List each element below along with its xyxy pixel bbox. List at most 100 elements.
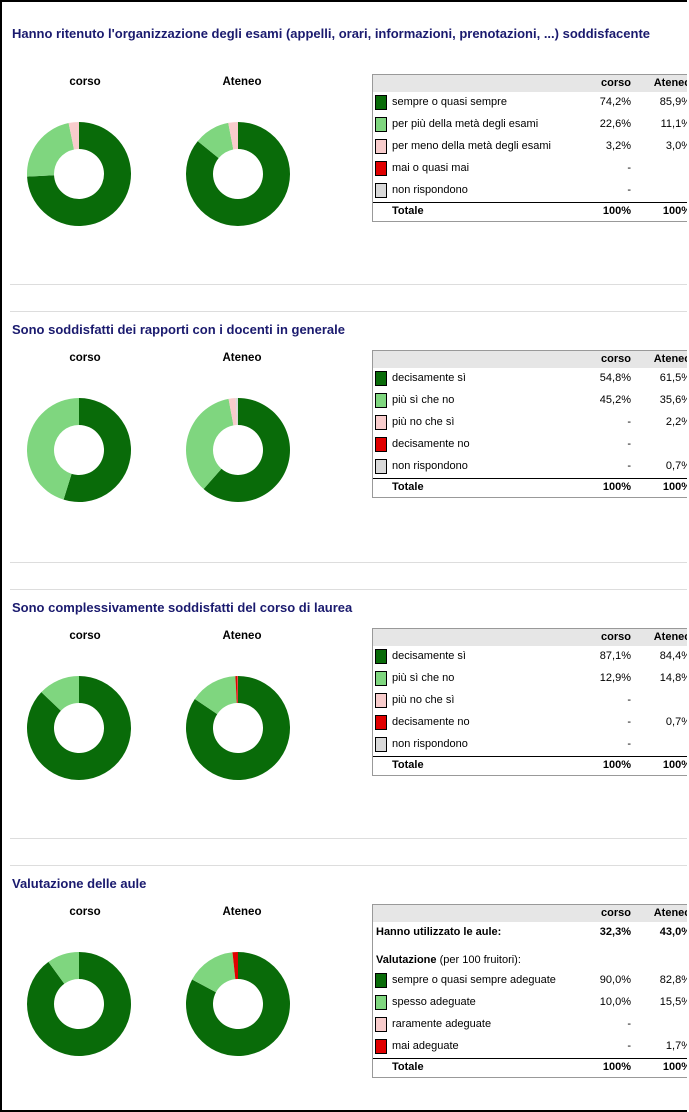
row-label: Totale	[392, 759, 424, 771]
section-title: Sono complessivamente soddisfatti del co…	[12, 600, 353, 615]
cell: 100%	[662, 759, 687, 771]
legend-swatch	[375, 995, 387, 1010]
chart-label: Ateneo	[222, 906, 262, 918]
section-title: Sono soddisfatti dei rapporti con i doce…	[12, 322, 345, 337]
cell: 10,0%	[599, 996, 631, 1008]
section: Hanno ritenuto l'organizzazione degli es…	[2, 24, 687, 294]
donut-segment	[26, 952, 132, 1056]
donut-segment	[68, 122, 79, 150]
cell: -	[627, 460, 631, 472]
cell: -	[627, 1018, 631, 1030]
table-row: decisamente sì 87,1% 84,4%	[373, 646, 687, 668]
row-label: Hanno utilizzato le aule:	[376, 926, 502, 938]
donut-segment	[228, 122, 238, 150]
chart-label: corso	[69, 630, 101, 642]
donut-segment	[186, 398, 234, 490]
row-label: Totale	[392, 205, 424, 217]
legend-swatch	[375, 139, 387, 154]
chart-label: Ateneo	[222, 352, 262, 364]
cell: 100%	[662, 205, 687, 217]
donut-segment	[185, 676, 290, 780]
donut-segment	[186, 122, 290, 226]
section-title: Hanno ritenuto l'organizzazione degli es…	[12, 26, 651, 41]
donut-chart	[27, 122, 132, 226]
legend-swatch	[375, 715, 387, 730]
chart-label: corso	[69, 906, 101, 918]
cell: -	[627, 738, 631, 750]
cell: 61,5%	[659, 372, 687, 384]
section: Sono soddisfatti dei rapporti con i doce…	[2, 320, 687, 590]
table-row: più no che sì--	[373, 690, 687, 712]
cell: 100%	[662, 1061, 687, 1073]
cell: 54,8%	[599, 372, 631, 384]
separator	[10, 838, 687, 866]
table-row: più sì che no 12,9% 14,8%	[373, 668, 687, 690]
table-row: per meno della metà degli esami 3,2% 3,0%	[373, 136, 687, 158]
table-row: spesso adeguate 10,0% 15,5%	[373, 992, 687, 1014]
legend-swatch	[375, 671, 387, 686]
donut-segment	[41, 676, 79, 711]
row-label: raramente adeguate	[392, 1018, 492, 1030]
donut-segment	[27, 676, 131, 780]
table-row: per più della metà degli esami 22,6% 11,1%	[373, 114, 687, 136]
section: Valutazione delle aule corso Ateneo corso At…	[2, 874, 687, 1110]
data-table: corso Ateneo Hanno utilizzato le aule: 32,3…	[372, 904, 687, 1078]
subheading-bold: Valutazione	[376, 954, 437, 966]
row-label: mai adeguate	[392, 1040, 459, 1052]
total-row: Totale 100% 100%	[373, 478, 687, 497]
row-label: spesso adeguate	[392, 996, 476, 1008]
legend-swatch	[375, 973, 387, 988]
table-row: decisamente no - 0,7%	[373, 712, 687, 734]
cell: 84,4%	[659, 650, 687, 662]
subheading-row: Valutazione (per 100 fruitori):	[373, 946, 687, 970]
cell: 87,1%	[599, 650, 631, 662]
cell: 32,3%	[599, 926, 631, 938]
cell: 15,5%	[659, 996, 687, 1008]
table-header: corso Ateneo	[373, 75, 687, 92]
donut-chart	[186, 398, 290, 502]
donut-segment	[228, 398, 237, 426]
row-label: non rispondono	[392, 184, 468, 196]
cell: 1,7%	[665, 1040, 687, 1052]
column-header: Ateneo	[653, 631, 687, 643]
row-label: più sì che no	[392, 394, 455, 406]
column-header: corso	[601, 631, 631, 643]
table-row: mai o quasi mai--	[373, 158, 687, 180]
legend-swatch	[375, 371, 387, 386]
table-row: sempre o quasi sempre adeguate 90,0% 82,8%	[373, 970, 687, 992]
subheading-rest: (per 100 fruitori):	[436, 954, 521, 966]
total-row: Totale 100% 100%	[373, 202, 687, 221]
cell: 100%	[662, 481, 687, 493]
legend-swatch	[375, 393, 387, 408]
row-label: sempre o quasi sempre adeguate	[392, 974, 556, 986]
table-row: decisamente sì 54,8% 61,5%	[373, 368, 687, 390]
donut-segment	[186, 952, 290, 1056]
chart-label: corso	[69, 352, 101, 364]
cell: -	[627, 1040, 631, 1052]
table-header: corso Ateneo	[373, 629, 687, 646]
legend-swatch	[375, 1017, 387, 1032]
donut-segment	[232, 952, 238, 980]
row-label: decisamente sì	[392, 372, 466, 384]
separator	[10, 562, 687, 590]
table-row: decisamente no--	[373, 434, 687, 456]
row-label: sempre o quasi sempre	[392, 96, 507, 108]
total-row: Totale 100% 100%	[373, 756, 687, 775]
donut-segment	[192, 952, 236, 993]
subheading: Valutazione (per 100 fruitori):	[376, 954, 521, 966]
row-label: decisamente no	[392, 438, 470, 450]
cell: 14,8%	[659, 672, 687, 684]
donut-segment	[48, 952, 79, 984]
table-row: non rispondono--	[373, 180, 687, 202]
row-label: decisamente sì	[392, 650, 466, 662]
column-header: Ateneo	[653, 77, 687, 89]
column-header: Ateneo	[653, 907, 687, 919]
table-row: più sì che no 45,2% 35,6%	[373, 390, 687, 412]
donut-segment	[197, 122, 234, 159]
row-label: mai o quasi mai	[392, 162, 470, 174]
cell: -	[627, 716, 631, 728]
donut-segment	[27, 398, 79, 500]
table-row: più no che sì - 2,2%	[373, 412, 687, 434]
table-row: raramente adeguate--	[373, 1014, 687, 1036]
row-label: Totale	[392, 481, 424, 493]
